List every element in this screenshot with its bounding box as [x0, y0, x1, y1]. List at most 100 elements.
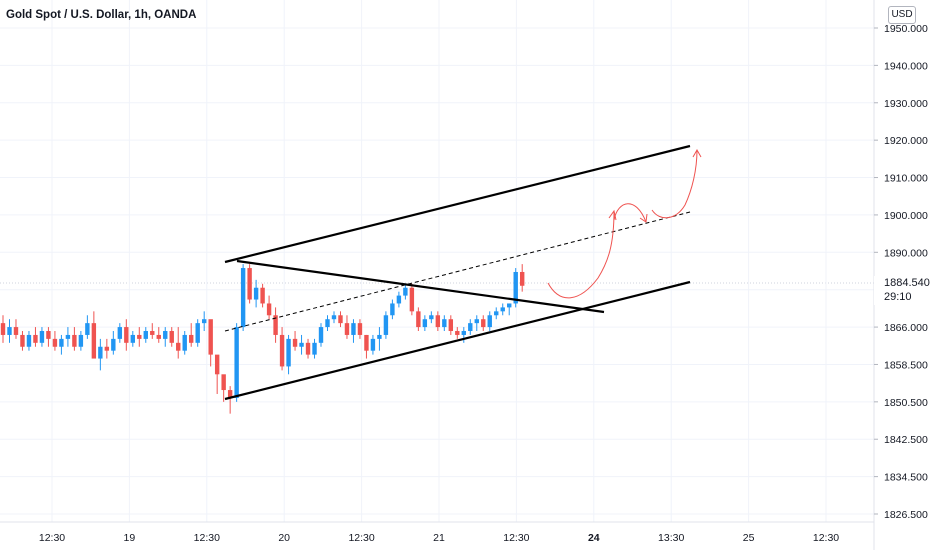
- candle-body: [39, 331, 45, 343]
- currency-badge[interactable]: USD: [888, 6, 916, 24]
- candle-body: [85, 323, 90, 335]
- projection-arrow-1[interactable]: [547, 210, 615, 299]
- price-axis[interactable]: 1950.000 1940.000 1930.000 1920.000 1910.000…: [873, 0, 932, 550]
- channel-upper-line[interactable]: [224, 144, 691, 264]
- candle-body: [448, 319, 454, 332]
- last-price-value: 1884.540: [884, 277, 930, 289]
- candle-body: [117, 327, 123, 339]
- price-tick-label: 1910.000: [884, 173, 928, 185]
- candle-body: [72, 334, 77, 347]
- candle-body: [442, 319, 447, 328]
- candle-body: [520, 271, 525, 286]
- price-tick-label: 1834.500: [884, 472, 928, 484]
- price-tick-label: 1940.000: [884, 60, 928, 72]
- candle-body: [474, 319, 479, 324]
- candle-body: [163, 331, 168, 339]
- chart-title: Gold Spot / U.S. Dollar, 1h, OANDA: [6, 9, 197, 21]
- candles: [0, 264, 525, 414]
- candle-body: [513, 271, 518, 304]
- candle-body: [240, 268, 246, 328]
- time-tick-label: 24: [588, 532, 600, 544]
- time-axis[interactable]: 12:30 19 12:30 20 12:30 21 12:30 24 13:30 25 12:30: [0, 521, 874, 544]
- descending-trendline[interactable]: [236, 259, 605, 314]
- time-tick-label: 21: [433, 532, 445, 544]
- candle-body: [59, 338, 64, 347]
- candle-body: [189, 334, 194, 343]
- candle-body: [260, 287, 265, 304]
- candle-body: [78, 334, 84, 347]
- candle-body: [91, 323, 97, 359]
- time-tick-label: 12:30: [39, 532, 65, 544]
- candle-body: [507, 303, 512, 308]
- candle-body: [201, 319, 207, 324]
- price-tick-label: 1850.500: [884, 397, 928, 409]
- candle-body: [46, 331, 51, 339]
- channel-midline-dashed[interactable]: [224, 211, 691, 332]
- candle-body: [357, 323, 363, 335]
- candle-body: [182, 334, 187, 351]
- candle-body: [396, 295, 402, 304]
- candle-body: [111, 338, 116, 351]
- price-tick-label: 1950.000: [884, 23, 928, 35]
- time-tick-label: 20: [278, 532, 290, 544]
- candle-body: [494, 311, 499, 316]
- candle-body: [344, 323, 350, 335]
- price-tick-label: 1842.500: [884, 434, 928, 446]
- candle-body: [312, 342, 317, 355]
- candle-body: [208, 319, 213, 355]
- candle-body: [318, 327, 324, 343]
- price-tick-label: 1930.000: [884, 98, 928, 110]
- candle-body: [468, 323, 473, 332]
- candle-body: [234, 327, 239, 398]
- candle-body: [221, 374, 226, 391]
- candle-body: [299, 342, 304, 347]
- time-tick-label: 12:30: [194, 532, 220, 544]
- projection-arrow-3-head: [692, 148, 702, 158]
- projection-arrow-1-head: [608, 209, 617, 221]
- candle-body: [481, 319, 486, 328]
- candle-body: [455, 331, 460, 335]
- candle-body: [130, 334, 135, 343]
- candle-body: [169, 331, 174, 343]
- price-tick-label: 1866.000: [884, 322, 928, 334]
- candle-body: [20, 334, 25, 347]
- projection-arrow-3[interactable]: [651, 149, 698, 219]
- projection-arrow-2[interactable]: [613, 203, 647, 223]
- candle-body: [292, 338, 298, 347]
- trendline-drawings: [224, 144, 702, 401]
- price-tick-label: 1900.000: [884, 210, 928, 222]
- time-tick-label: 12:30: [503, 532, 529, 544]
- channel-lower-line[interactable]: [224, 280, 691, 401]
- candle-body: [331, 315, 337, 320]
- candle-body: [500, 307, 505, 312]
- candle-body: [461, 331, 466, 335]
- candle-body: [266, 303, 272, 316]
- candle-body: [351, 323, 356, 335]
- price-tick-label: 1890.000: [884, 247, 928, 259]
- candle-body: [156, 334, 161, 339]
- price-tick-label: 1920.000: [884, 135, 928, 147]
- price-axis-bg: [874, 0, 932, 550]
- candle-body: [143, 331, 148, 339]
- candle-body: [286, 338, 291, 367]
- price-tick-label: 1858.500: [884, 359, 928, 371]
- candle-body: [247, 268, 252, 300]
- candle-body: [273, 315, 278, 335]
- time-tick-label: 13:30: [658, 532, 684, 544]
- candle-body: [176, 342, 181, 351]
- candle-body: [52, 338, 58, 347]
- candle-body: [104, 346, 110, 351]
- candle-body: [435, 315, 441, 328]
- candle-body: [487, 315, 492, 328]
- candle-body: [65, 334, 71, 339]
- candle-body: [325, 319, 330, 328]
- candle-body: [150, 331, 155, 335]
- last-price-label: 1884.540 29:10: [874, 276, 932, 305]
- candle-body: [124, 327, 129, 343]
- candle-body: [390, 303, 395, 316]
- candle-body: [7, 327, 12, 335]
- candle-body: [338, 315, 343, 324]
- candle-body: [279, 334, 285, 367]
